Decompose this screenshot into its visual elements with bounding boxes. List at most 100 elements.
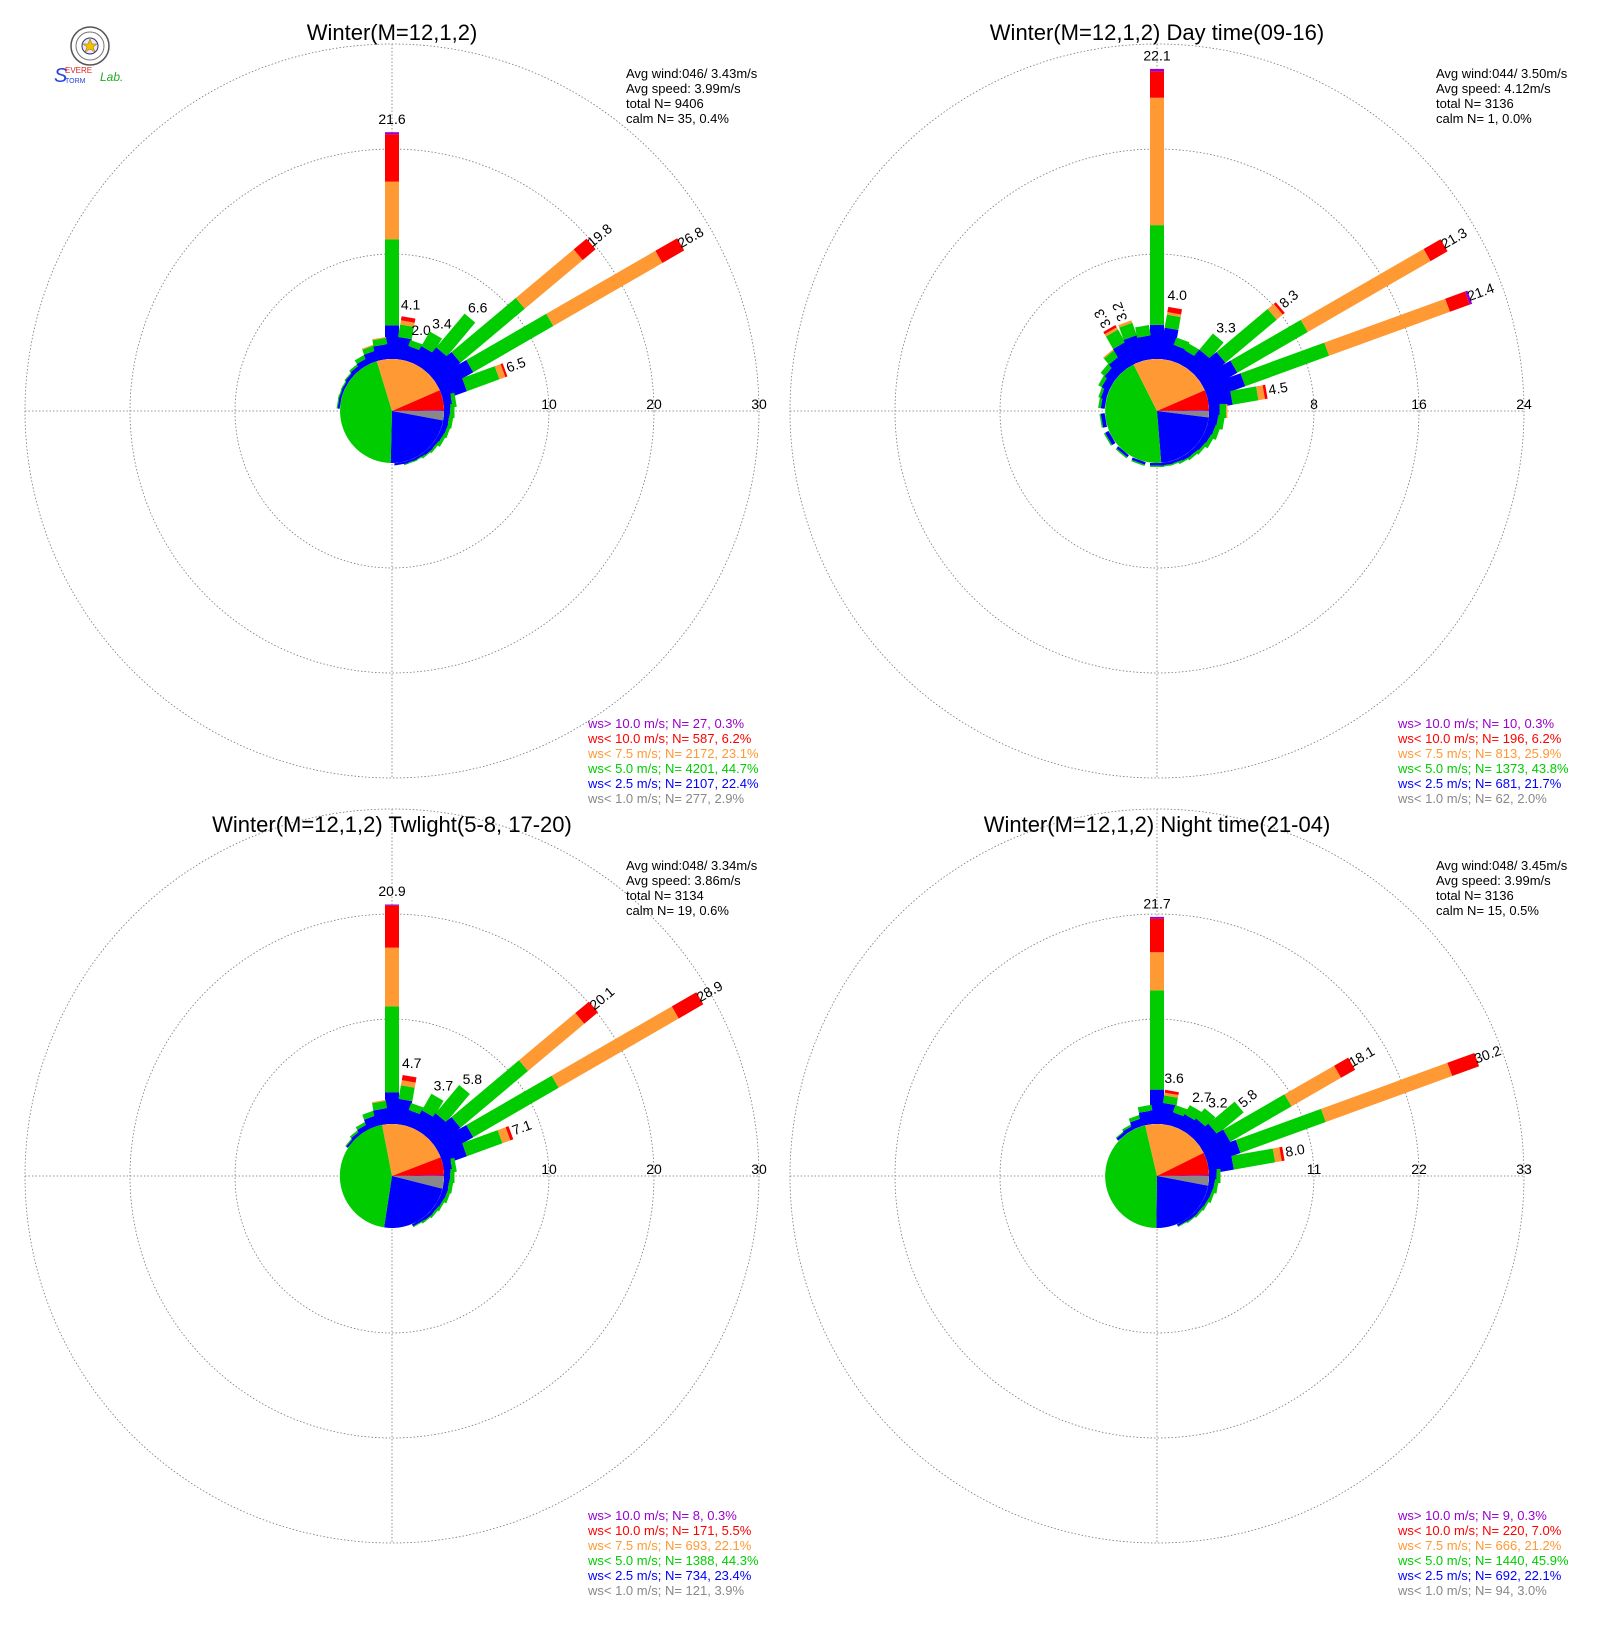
- bar-segment-lt5: [1162, 1095, 1178, 1106]
- bar-segment-lt2_5: [1185, 349, 1211, 376]
- bar-segment-lt7_5: [1164, 1092, 1179, 1098]
- bar-segment-lt2_5: [1137, 335, 1155, 361]
- bar-segment-lt7_5: [372, 336, 387, 341]
- stat-calm: calm N= 19, 0.6%: [626, 903, 729, 918]
- bar-value-label: 4.5: [1267, 379, 1289, 398]
- bar-segment-lt5: [1150, 990, 1164, 1090]
- bar-segment-gt10: [1150, 68, 1164, 72]
- bar-value-label: 3.3: [1216, 320, 1236, 336]
- legend-entry-lt10: ws< 10.0 m/s; N= 171, 5.5%: [587, 1523, 752, 1538]
- bar-value-label: 5.8: [463, 1071, 483, 1087]
- bar-segment-lt5: [1137, 1104, 1153, 1113]
- bar-segment-lt5: [408, 1103, 425, 1115]
- bar-segment-lt2_5: [1150, 463, 1164, 466]
- pie-slice-lt5: [1105, 364, 1162, 463]
- legend-entry-lt1: ws< 1.0 m/s; N= 277, 2.9%: [587, 791, 745, 806]
- bar-segment-lt5: [1105, 329, 1126, 349]
- direction-bar-180: [1150, 463, 1164, 467]
- bar-value-label: 30.2: [1472, 1042, 1503, 1066]
- bar-segment-lt5: [1178, 455, 1192, 465]
- bar-segment-lt2_5: [1116, 446, 1129, 458]
- bar-segment-lt7_5: [1226, 404, 1228, 418]
- ring-label: 30: [751, 396, 767, 412]
- bar-segment-lt2_5: [1100, 413, 1107, 428]
- bar-value-label: 3.2: [1109, 300, 1131, 324]
- bar-segment-lt5: [1173, 337, 1190, 350]
- bar-segment-lt2_5: [1176, 1217, 1190, 1227]
- panel-title: Winter(M=12,1,2) Twlight(5-8, 17-20): [212, 812, 572, 837]
- bar-segment-lt5: [1230, 319, 1308, 373]
- direction-bar-200: [1131, 457, 1146, 466]
- ring-label: 20: [646, 1161, 662, 1177]
- bar-segment-lt7_5: [371, 1099, 386, 1104]
- direction-bar-0: [1150, 916, 1164, 1124]
- bar-segment-lt5: [1131, 459, 1145, 466]
- direction-bar-350: [1137, 1104, 1155, 1126]
- bar-segment-lt5: [421, 1093, 444, 1118]
- panel-title: Winter(M=12,1,2): [307, 20, 478, 45]
- bar-segment-lt2_5: [438, 1143, 467, 1165]
- pie-slice-lt7_5: [376, 359, 440, 411]
- pie-slice-lt1: [1157, 411, 1209, 418]
- bar-segment-lt5: [362, 1109, 378, 1120]
- stat-avg-wind: Avg wind:046/ 3.43m/s: [626, 66, 758, 81]
- bar-segment-lt5: [462, 366, 500, 392]
- direction-bar-340: [1118, 320, 1146, 365]
- bar-segment-lt2_5: [1113, 342, 1138, 370]
- bar-segment-lt7_5: [551, 1006, 679, 1088]
- direction-bar-220: [1115, 446, 1129, 459]
- legend-entry-lt7_5: ws< 7.5 m/s; N= 693, 22.1%: [587, 1538, 752, 1553]
- bar-segment-lt2_5: [427, 1117, 461, 1148]
- seal-inner-ring: [75, 31, 105, 61]
- bar-segment-gt10: [1464, 290, 1473, 305]
- direction-bar-30: [411, 331, 442, 370]
- bar-segment-lt5: [1172, 1105, 1189, 1117]
- pie-slice-lt7_5: [1145, 1124, 1204, 1176]
- bar-segment-lt10: [400, 316, 416, 323]
- bar-segment-lt2_5: [385, 325, 399, 359]
- pie-slice-lt10: [392, 1157, 444, 1176]
- stat-avg-wind: Avg wind:048/ 3.45m/s: [1436, 858, 1568, 873]
- direction-bar-0: [385, 132, 399, 359]
- direction-bar-0: [385, 904, 399, 1124]
- pie-slice-gt10: [1157, 410, 1210, 411]
- direction-bar-70: [438, 363, 508, 400]
- bar-segment-lt10: [1423, 239, 1448, 262]
- stat-calm: calm N= 35, 0.4%: [626, 111, 729, 126]
- direction-bar-50: [427, 1001, 598, 1148]
- bar-segment-lt10: [573, 238, 596, 261]
- bar-value-label: 4.1: [401, 296, 421, 312]
- bar-value-label: 2.0: [411, 322, 431, 338]
- bar-value-label: 26.8: [675, 223, 707, 251]
- bar-segment-lt7_5: [361, 344, 376, 350]
- legend-entry-lt7_5: ws< 7.5 m/s; N= 666, 21.2%: [1397, 1538, 1562, 1553]
- stat-calm: calm N= 1, 0.0%: [1436, 111, 1532, 126]
- direction-bar-50: [1192, 1101, 1244, 1148]
- bar-value-label: 3.7: [434, 1078, 454, 1094]
- pie-slice-lt10: [1157, 1152, 1209, 1176]
- pie-slice-lt5: [1105, 1125, 1157, 1228]
- stat-calm: calm N= 15, 0.5%: [1436, 903, 1539, 918]
- bar-segment-lt7_5: [1118, 320, 1133, 328]
- legend-entry-lt10: ws< 10.0 m/s; N= 220, 7.0%: [1397, 1523, 1562, 1538]
- pie-slice-lt2_5: [384, 1176, 443, 1228]
- ring-label: 11: [1307, 1161, 1322, 1177]
- bar-segment-lt10: [500, 363, 508, 378]
- bar-segment-lt10: [1279, 1146, 1285, 1162]
- bar-segment-lt2_5: [1131, 457, 1146, 465]
- legend-entry-lt5: ws< 5.0 m/s; N= 1440, 45.9%: [1397, 1553, 1569, 1568]
- ring-label: 10: [541, 1161, 557, 1177]
- bar-segment-lt5: [408, 340, 424, 351]
- bar-segment-lt5: [372, 1100, 388, 1111]
- pie-slice-lt7_5: [1133, 359, 1205, 411]
- bar-segment-lt2_5: [1198, 1129, 1231, 1157]
- legend-entry-gt10: ws> 10.0 m/s; N= 9, 0.3%: [1397, 1508, 1547, 1523]
- bar-segment-lt5: [398, 324, 414, 340]
- bar-segment-lt2_5: [394, 461, 409, 466]
- bar-segment-lt5: [451, 1060, 528, 1128]
- direction-bar-150: [1176, 1217, 1191, 1227]
- pie-slice-gt10: [392, 410, 445, 411]
- bar-segment-lt5: [372, 337, 388, 347]
- legend-entry-lt5: ws< 5.0 m/s; N= 4201, 44.7%: [587, 761, 759, 776]
- bar-segment-lt7_5: [1104, 327, 1118, 337]
